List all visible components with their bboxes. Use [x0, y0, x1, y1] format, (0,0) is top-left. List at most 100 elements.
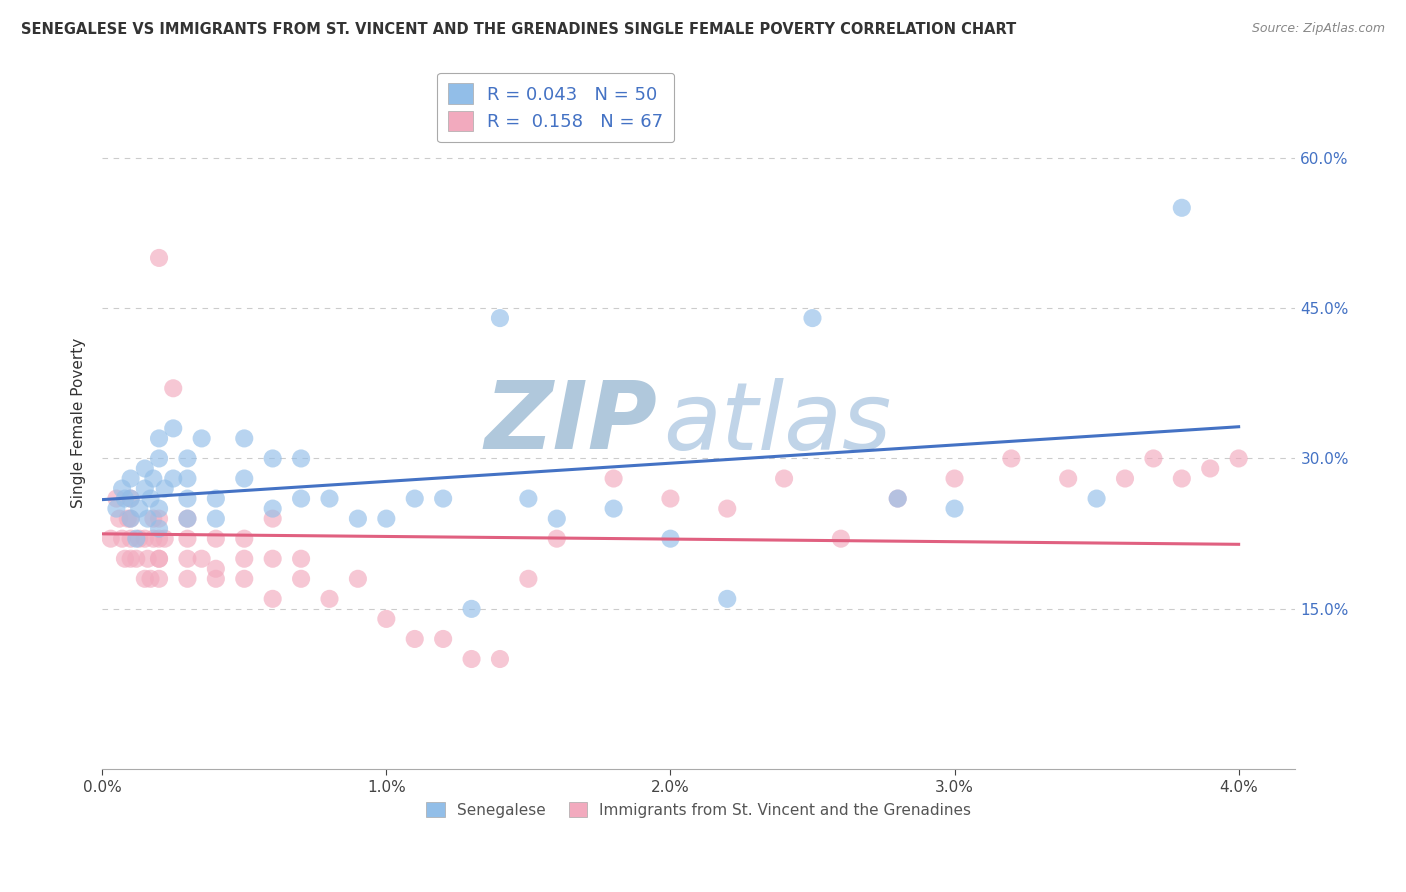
- Point: [148, 551, 170, 566]
- Point: [128, 501, 150, 516]
- Point: [176, 572, 198, 586]
- Point: [139, 572, 162, 586]
- Point: [546, 511, 568, 525]
- Point: [716, 501, 738, 516]
- Point: [120, 532, 142, 546]
- Point: [659, 491, 682, 506]
- Point: [134, 461, 156, 475]
- Point: [176, 511, 198, 525]
- Point: [105, 501, 128, 516]
- Point: [886, 491, 908, 506]
- Point: [602, 501, 624, 516]
- Point: [432, 491, 454, 506]
- Point: [120, 511, 142, 525]
- Point: [162, 421, 184, 435]
- Point: [176, 451, 198, 466]
- Point: [114, 491, 136, 506]
- Point: [120, 491, 142, 506]
- Point: [142, 471, 165, 485]
- Point: [886, 491, 908, 506]
- Point: [1085, 491, 1108, 506]
- Point: [347, 511, 370, 525]
- Point: [148, 451, 170, 466]
- Point: [233, 471, 256, 485]
- Point: [404, 632, 426, 646]
- Y-axis label: Single Female Poverty: Single Female Poverty: [72, 338, 86, 508]
- Point: [233, 572, 256, 586]
- Point: [943, 471, 966, 485]
- Point: [190, 431, 212, 445]
- Point: [489, 652, 512, 666]
- Point: [114, 551, 136, 566]
- Point: [801, 311, 824, 326]
- Point: [108, 511, 131, 525]
- Point: [120, 511, 142, 525]
- Point: [318, 491, 340, 506]
- Point: [404, 491, 426, 506]
- Point: [162, 381, 184, 395]
- Point: [290, 491, 312, 506]
- Text: Source: ZipAtlas.com: Source: ZipAtlas.com: [1251, 22, 1385, 36]
- Point: [139, 491, 162, 506]
- Point: [233, 532, 256, 546]
- Point: [162, 471, 184, 485]
- Point: [1171, 471, 1194, 485]
- Point: [148, 431, 170, 445]
- Point: [205, 491, 228, 506]
- Legend: Senegalese, Immigrants from St. Vincent and the Grenadines: Senegalese, Immigrants from St. Vincent …: [420, 796, 977, 824]
- Point: [190, 551, 212, 566]
- Point: [290, 572, 312, 586]
- Point: [262, 511, 284, 525]
- Point: [134, 482, 156, 496]
- Point: [148, 501, 170, 516]
- Point: [290, 551, 312, 566]
- Point: [375, 612, 398, 626]
- Point: [148, 511, 170, 525]
- Point: [136, 511, 159, 525]
- Text: atlas: atlas: [664, 378, 891, 469]
- Point: [1142, 451, 1164, 466]
- Point: [117, 511, 139, 525]
- Point: [205, 572, 228, 586]
- Point: [1227, 451, 1250, 466]
- Point: [517, 572, 540, 586]
- Point: [659, 532, 682, 546]
- Point: [830, 532, 852, 546]
- Point: [148, 532, 170, 546]
- Text: ZIP: ZIP: [484, 377, 657, 469]
- Point: [148, 551, 170, 566]
- Point: [111, 532, 134, 546]
- Point: [546, 532, 568, 546]
- Point: [375, 511, 398, 525]
- Point: [120, 471, 142, 485]
- Point: [1057, 471, 1080, 485]
- Point: [602, 471, 624, 485]
- Point: [1000, 451, 1022, 466]
- Point: [460, 652, 482, 666]
- Point: [205, 511, 228, 525]
- Point: [111, 482, 134, 496]
- Point: [262, 451, 284, 466]
- Point: [128, 532, 150, 546]
- Point: [142, 532, 165, 546]
- Point: [1171, 201, 1194, 215]
- Point: [148, 572, 170, 586]
- Point: [1199, 461, 1222, 475]
- Point: [943, 501, 966, 516]
- Point: [120, 551, 142, 566]
- Point: [460, 602, 482, 616]
- Point: [176, 471, 198, 485]
- Point: [233, 551, 256, 566]
- Point: [125, 532, 148, 546]
- Point: [100, 532, 122, 546]
- Point: [105, 491, 128, 506]
- Point: [148, 522, 170, 536]
- Point: [153, 482, 176, 496]
- Point: [176, 491, 198, 506]
- Point: [262, 591, 284, 606]
- Point: [142, 511, 165, 525]
- Point: [153, 532, 176, 546]
- Point: [262, 551, 284, 566]
- Point: [136, 551, 159, 566]
- Point: [318, 591, 340, 606]
